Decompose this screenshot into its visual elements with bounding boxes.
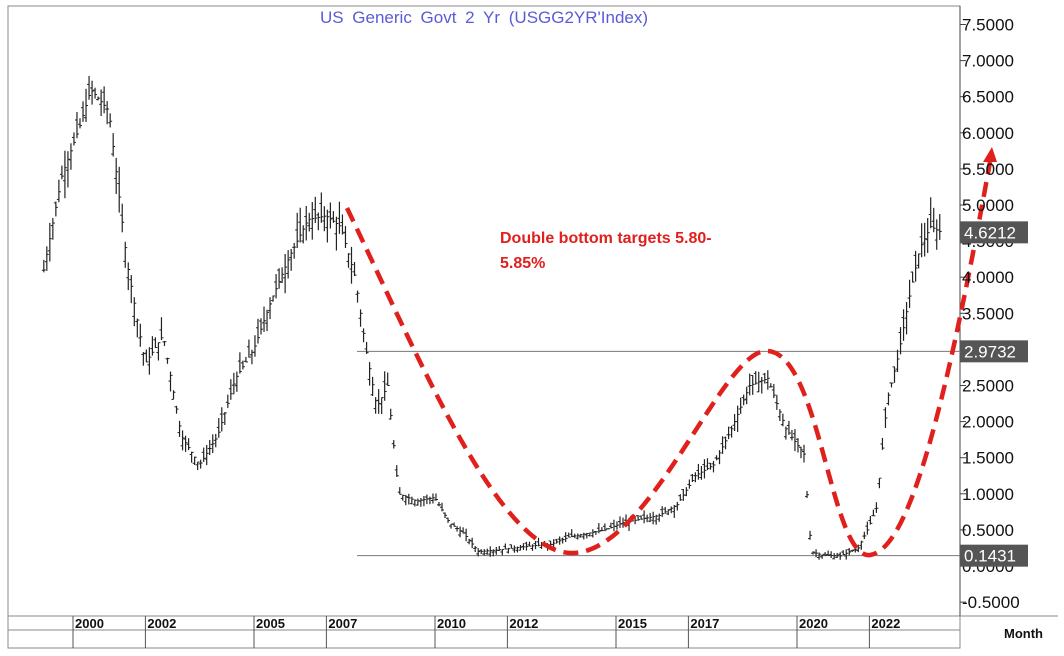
y-tick-label: 7.5000 — [962, 16, 1014, 35]
value-badge-label: 2.9732 — [964, 342, 1016, 361]
value-badge-label: 0.1431 — [964, 547, 1016, 566]
y-tick-label: 5.0000 — [962, 196, 1014, 215]
chart-title: US Generic Govt 2 Yr (USGG2YR'Index) — [320, 8, 648, 27]
x-tick-label: 2020 — [799, 616, 828, 631]
y-tick-label: 6.5000 — [962, 88, 1014, 107]
period-label: Month — [1004, 626, 1043, 641]
y-tick-label: 7.0000 — [962, 52, 1014, 71]
value-badge — [960, 340, 1028, 363]
value-badge — [960, 221, 1028, 244]
y-tick-label: 4.0000 — [962, 268, 1014, 287]
y-tick-label: 6.0000 — [962, 124, 1014, 143]
x-tick-label: 2012 — [509, 616, 538, 631]
x-tick-label: 2015 — [618, 616, 647, 631]
y-tick-label: 1.0000 — [962, 485, 1014, 504]
time-axis-base — [7, 629, 961, 649]
x-tick-label: 2002 — [147, 616, 176, 631]
value-badge-label: 4.6212 — [964, 223, 1016, 242]
annotation-line-1: Double bottom targets 5.80- — [500, 230, 712, 247]
y-tick-label: -0.5000 — [962, 593, 1020, 612]
value-badge — [960, 544, 1028, 567]
x-tick-label: 2005 — [256, 616, 285, 631]
y-tick-label: 2.5000 — [962, 377, 1014, 396]
projection-arrowhead — [983, 147, 997, 162]
projection-path — [344, 161, 993, 558]
annotation-line-2: 5.85% — [500, 255, 545, 272]
plot-area — [7, 5, 961, 617]
x-tick-label: 2007 — [328, 616, 357, 631]
x-tick-label: 2010 — [437, 616, 466, 631]
y-tick-label: 0.5000 — [962, 521, 1014, 540]
y-tick-label: 1.5000 — [962, 449, 1014, 468]
y-tick-label: 2.0000 — [962, 413, 1014, 432]
y-tick-label: 3.5000 — [962, 304, 1014, 323]
x-tick-label: 2022 — [871, 616, 900, 631]
x-tick-label: 2017 — [690, 616, 719, 631]
y-tick-label: 5.5000 — [962, 160, 1014, 179]
x-tick-label: 2000 — [75, 616, 104, 631]
